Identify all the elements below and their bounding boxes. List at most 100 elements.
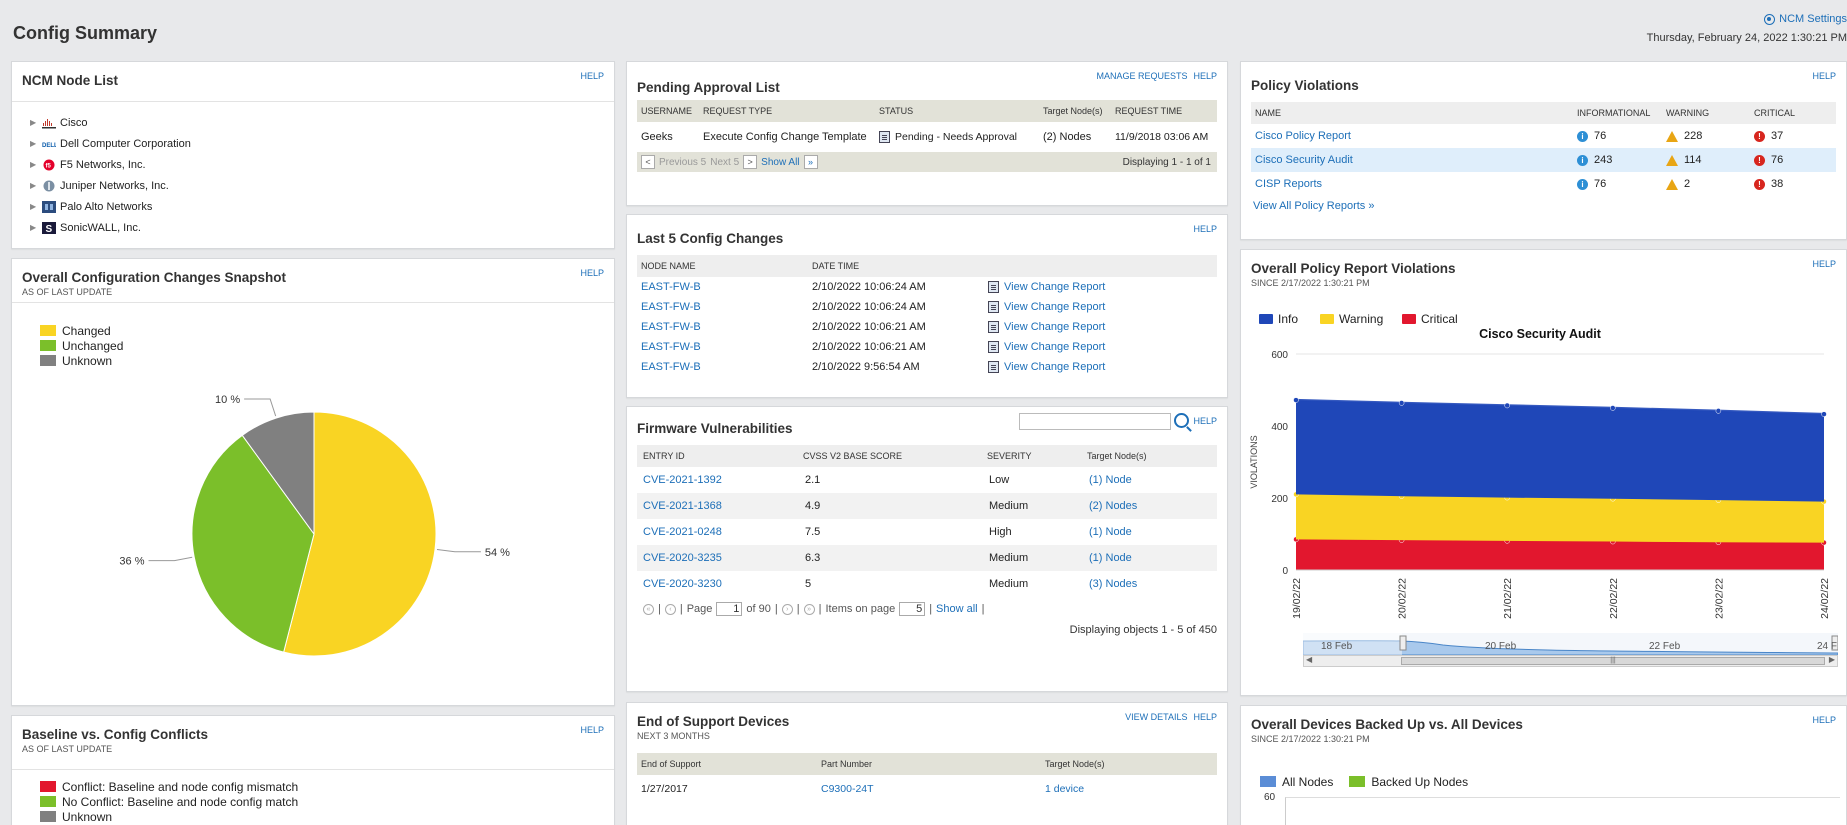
table-row[interactable]: CVE-2021-1392 2.1 Low (1) Node: [637, 467, 1217, 493]
policy-report-link[interactable]: CISP Reports: [1255, 178, 1323, 190]
help-link[interactable]: HELP: [1812, 259, 1836, 269]
column-header[interactable]: STATUS: [875, 100, 1039, 122]
data-point[interactable]: [1504, 402, 1510, 409]
column-header[interactable]: INFORMATIONAL: [1573, 102, 1662, 124]
area-series-warning[interactable]: [1296, 494, 1824, 543]
tree-item-sonicwall[interactable]: ▶ S SonicWALL, Inc.: [22, 217, 604, 238]
tree-item-cisco[interactable]: ▶ Cisco: [22, 112, 604, 133]
view-details-link[interactable]: VIEW DETAILS: [1125, 712, 1188, 722]
column-header[interactable]: SEVERITY: [983, 445, 1083, 467]
column-header[interactable]: USERNAME: [637, 100, 699, 122]
legend-label[interactable]: Critical: [1421, 312, 1458, 326]
help-link[interactable]: HELP: [1812, 715, 1836, 725]
column-header[interactable]: DATE TIME: [808, 255, 984, 277]
table-row[interactable]: Cisco Security Audit i 243 114 ! 76: [1251, 148, 1836, 172]
pie-slice[interactable]: [283, 411, 437, 657]
node-link[interactable]: EAST-FW-B: [641, 361, 701, 373]
tree-item-paloalto[interactable]: ▶ Palo Alto Networks: [22, 196, 604, 217]
column-header[interactable]: WARNING: [1662, 102, 1750, 124]
help-link[interactable]: HELP: [1193, 71, 1217, 81]
help-link[interactable]: HELP: [580, 268, 604, 278]
table-row[interactable]: EAST-FW-B 2/10/2022 10:06:21 AM View Chang…: [637, 337, 1217, 357]
column-header[interactable]: REQUEST TIME: [1111, 100, 1217, 122]
column-header[interactable]: CVSS V2 BASE SCORE: [799, 445, 983, 467]
legend-item[interactable]: Changed: [40, 323, 123, 338]
table-row[interactable]: EAST-FW-B 2/10/2022 10:06:24 AM View Chang…: [637, 277, 1217, 297]
table-row[interactable]: CVE-2021-1368 4.9 Medium (2) Nodes: [637, 493, 1217, 519]
legend-item[interactable]: Unchanged: [40, 338, 123, 353]
items-per-page-input[interactable]: 5: [899, 602, 926, 616]
search-input[interactable]: [1019, 413, 1171, 430]
table-row[interactable]: CISP Reports i 76 2 ! 38: [1251, 172, 1836, 196]
targets-link[interactable]: (1) Node: [1089, 526, 1132, 538]
help-link[interactable]: HELP: [1193, 712, 1217, 722]
legend-label[interactable]: Info: [1278, 312, 1298, 326]
table-row[interactable]: Cisco Policy Report i 76 228 ! 37: [1251, 124, 1836, 148]
data-point[interactable]: [1398, 400, 1405, 406]
column-header[interactable]: ENTRY ID: [637, 445, 799, 467]
targets-link[interactable]: (3) Nodes: [1089, 578, 1138, 590]
legend-swatch[interactable]: [1259, 314, 1273, 324]
targets-link[interactable]: (1) Node: [1089, 474, 1132, 486]
policy-report-link[interactable]: Cisco Security Audit: [1255, 154, 1353, 166]
data-point[interactable]: [1715, 408, 1722, 414]
view-all-policy-reports-link[interactable]: View All Policy Reports »: [1253, 200, 1375, 212]
help-link[interactable]: HELP: [1812, 71, 1836, 81]
column-header[interactable]: NODE NAME: [637, 255, 808, 277]
first-page-icon[interactable]: «: [643, 603, 654, 615]
policy-report-link[interactable]: Cisco Policy Report: [1255, 130, 1351, 142]
show-all-link[interactable]: Show All: [761, 156, 800, 168]
node-link[interactable]: EAST-FW-B: [641, 301, 701, 313]
view-change-report-link[interactable]: View Change Report: [1004, 360, 1106, 373]
targets-link[interactable]: (2) Nodes: [1089, 500, 1138, 512]
scrollbar-thumb[interactable]: |||: [1401, 657, 1825, 665]
table-row[interactable]: CVE-2020-3235 6.3 Medium (1) Node: [637, 545, 1217, 571]
next-page-icon[interactable]: ›: [781, 603, 793, 615]
legend-item[interactable]: All Nodes: [1260, 774, 1333, 789]
column-header[interactable]: Target Node(s): [1039, 100, 1111, 122]
entry-id-link[interactable]: CVE-2020-3235: [643, 552, 722, 564]
expand-arrow-icon[interactable]: ▶: [30, 181, 37, 190]
node-link[interactable]: EAST-FW-B: [641, 341, 701, 353]
table-row[interactable]: EAST-FW-B 2/10/2022 10:06:21 AM View Chang…: [637, 317, 1217, 337]
tree-item-juniper[interactable]: ▶ Juniper Networks, Inc.: [22, 175, 604, 196]
show-all-link[interactable]: Show all: [936, 603, 978, 615]
page-number-input[interactable]: 1: [716, 602, 743, 616]
legend-item[interactable]: Conflict: Baseline and node config misma…: [40, 779, 298, 794]
pie-slice[interactable]: [191, 434, 315, 653]
expand-arrow-icon[interactable]: ▶: [30, 223, 37, 232]
help-link[interactable]: HELP: [1193, 416, 1217, 426]
area-series-info[interactable]: [1296, 400, 1824, 502]
node-link[interactable]: EAST-FW-B: [641, 321, 701, 333]
targets-link[interactable]: 1 device: [1045, 783, 1085, 795]
expand-arrow-icon[interactable]: ▶: [30, 160, 37, 169]
chart-navigator[interactable]: 18 Feb 20 Feb 22 Feb 24 F ◀ ||| ▶: [1303, 633, 1838, 667]
table-row[interactable]: CVE-2020-3230 5 Medium (3) Nodes: [637, 571, 1217, 597]
prev-page-icon[interactable]: <: [641, 155, 655, 169]
scroll-right-icon[interactable]: ▶: [1828, 655, 1835, 664]
part-number-link[interactable]: C9300-24T: [821, 783, 874, 795]
prev-page-icon[interactable]: ‹: [664, 603, 676, 615]
node-link[interactable]: EAST-FW-B: [641, 281, 701, 293]
column-header[interactable]: REQUEST TYPE: [699, 100, 875, 122]
double-chevron-icon[interactable]: »: [803, 155, 818, 169]
help-link[interactable]: HELP: [580, 71, 604, 81]
legend-swatch[interactable]: [1320, 314, 1334, 324]
tree-item-dell[interactable]: ▶ DELL Dell Computer Corporation: [22, 133, 604, 154]
column-header[interactable]: Target Node(s): [1083, 445, 1217, 467]
entry-id-link[interactable]: CVE-2021-0248: [643, 526, 722, 538]
pie-slice[interactable]: [241, 411, 315, 536]
data-point[interactable]: [1610, 405, 1616, 411]
data-point[interactable]: [1821, 411, 1827, 417]
legend-item[interactable]: No Conflict: Baseline and node config ma…: [40, 794, 298, 809]
data-point[interactable]: [1293, 397, 1299, 403]
column-header[interactable]: End of Support: [637, 753, 817, 775]
legend-item[interactable]: Backed Up Nodes: [1349, 774, 1468, 789]
last-page-icon[interactable]: »: [803, 603, 815, 615]
search-icon[interactable]: [1174, 413, 1189, 428]
table-row[interactable]: CVE-2021-0248 7.5 High (1) Node: [637, 519, 1217, 545]
ncm-settings-link[interactable]: NCM Settings: [1547, 12, 1847, 26]
column-header[interactable]: NAME: [1251, 102, 1573, 124]
navigator-handle-right[interactable]: [1831, 635, 1838, 651]
scroll-left-icon[interactable]: ◀: [1306, 655, 1313, 664]
